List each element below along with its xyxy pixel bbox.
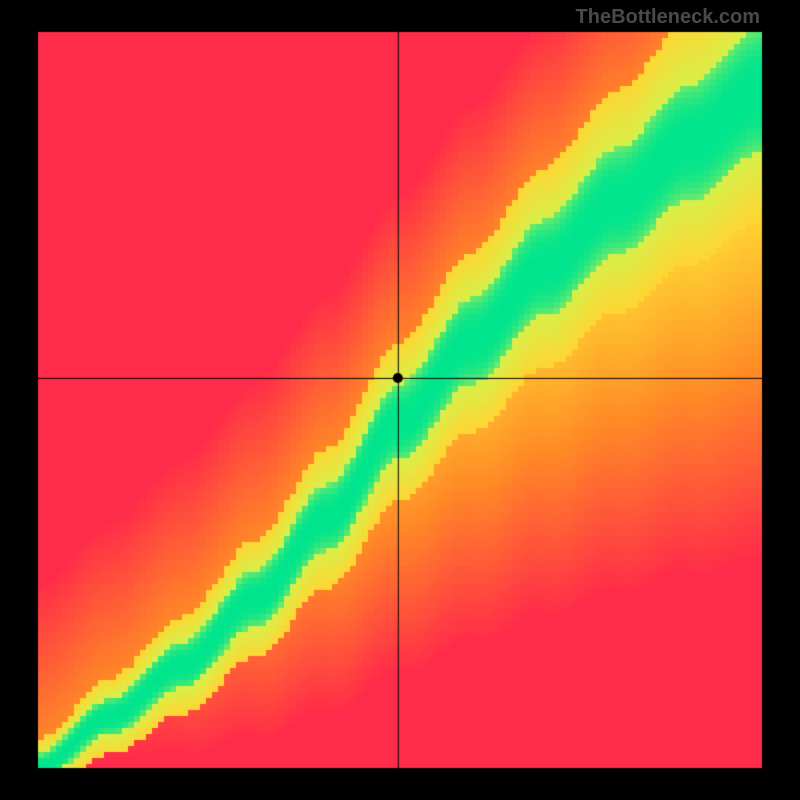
watermark-text: TheBottleneck.com bbox=[576, 6, 760, 29]
bottleneck-heatmap-chart bbox=[0, 0, 800, 800]
